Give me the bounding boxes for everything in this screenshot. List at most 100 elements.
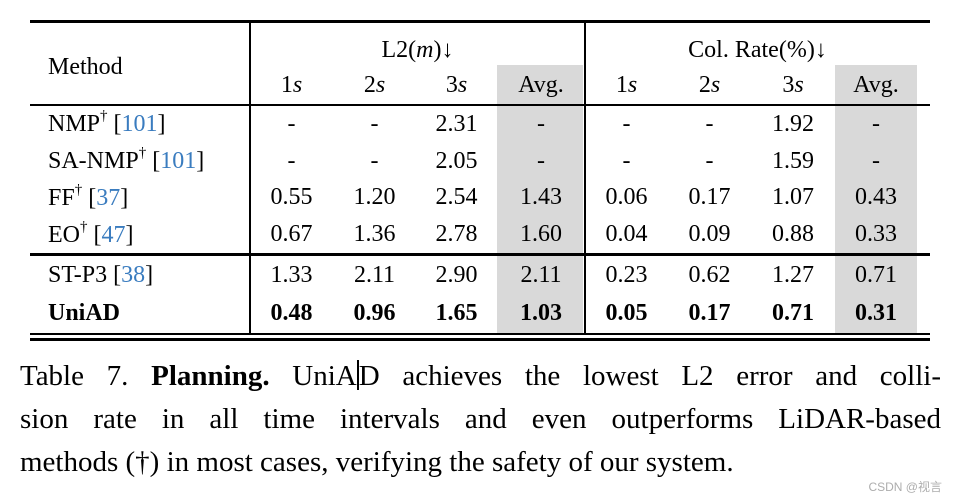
value-cell: 0.55 xyxy=(270,184,313,211)
value-cell: 0.48 xyxy=(270,300,313,327)
caption-text: UniA xyxy=(269,360,357,392)
value-cell: 1.33 xyxy=(270,261,313,288)
caption-line-3: methods (†) in most cases, verifying the… xyxy=(20,446,734,478)
table-row: ST-P3 [38] 1.33 2.11 2.90 2.11 0.23 0.62 1.27 0.… xyxy=(30,259,930,292)
value-cell: - xyxy=(287,110,296,137)
method-cell: ST-P3 [38] xyxy=(48,261,154,288)
value-cell: 0.43 xyxy=(855,184,897,211)
column-header: 2s xyxy=(698,72,721,98)
value-cell: 0.06 xyxy=(605,184,648,211)
value-cell: - xyxy=(705,110,714,137)
citation-link[interactable]: 37 xyxy=(96,184,121,211)
value-cell: 1.03 xyxy=(520,300,562,327)
method-cell: EO† [47] xyxy=(48,218,134,248)
table-row: NMP† [101] - - 2.31 - - - 1.92 - xyxy=(30,108,930,141)
avg-column-highlight xyxy=(497,65,583,104)
group-header-arrow: )↓ xyxy=(433,37,454,63)
value-cell: 2.31 xyxy=(435,110,478,137)
table-section-baselines: NMP† [101] - - 2.31 - - - 1.92 - SA-NMP† [101] - - 2… xyxy=(30,106,930,253)
value-cell: - xyxy=(370,110,379,137)
value-cell: - xyxy=(622,110,631,137)
dagger-marker: † xyxy=(100,108,108,125)
method-column-header: Method xyxy=(48,54,123,80)
table-rule-top xyxy=(30,20,930,23)
dagger-marker: † xyxy=(80,218,88,235)
value-cell: - xyxy=(537,110,545,137)
group-header-text: Col. Rate(%) xyxy=(688,37,815,63)
value-cell: 1.60 xyxy=(520,221,562,248)
value-cell: 0.31 xyxy=(855,300,897,327)
value-cell: 0.71 xyxy=(855,261,897,288)
column-header: 1s xyxy=(615,72,638,98)
value-cell: 0.71 xyxy=(772,300,814,327)
column-header: 1s xyxy=(280,72,303,98)
table-row: SA-NMP† [101] - - 2.05 - - - 1.59 - xyxy=(30,145,930,178)
table-rule-section xyxy=(30,253,930,256)
method-cell: FF† [37] xyxy=(48,181,129,211)
avg-column-highlight xyxy=(497,256,583,333)
avg-column-highlight xyxy=(497,106,583,253)
value-cell: 0.23 xyxy=(605,261,648,288)
table-section-ours: ST-P3 [38] 1.33 2.11 2.90 2.11 0.23 0.62 1.27 0.… xyxy=(30,256,930,333)
value-cell: 1.65 xyxy=(435,300,478,327)
planning-results-table: Method L2(m)↓ Col. Rate(%)↓ 1s 2s 3s Avg. 1s… xyxy=(30,20,930,342)
value-cell: 1.27 xyxy=(772,261,814,288)
value-cell: 2.90 xyxy=(435,261,478,288)
table-rule-bottom-1 xyxy=(30,333,930,335)
dagger-marker: † xyxy=(74,181,83,198)
caption-bold-text: Planning. xyxy=(151,360,270,392)
value-cell: 1.92 xyxy=(772,110,814,137)
table-row: UniAD 0.48 0.96 1.65 1.03 0.05 0.17 0.71 0.31 xyxy=(30,297,930,330)
column-header: 3s xyxy=(782,72,804,98)
caption-line-2: sion rate in all time intervals and even… xyxy=(20,403,941,435)
caption-line-1: Table 7. Planning. UniAD achieves the lo… xyxy=(20,355,941,398)
citation-link[interactable]: 47 xyxy=(101,221,126,248)
method-name: FF xyxy=(48,184,75,211)
citation-link[interactable]: 38 xyxy=(121,261,146,288)
citation-link[interactable]: 101 xyxy=(160,148,197,175)
table-rule-bottom-2 xyxy=(30,338,930,341)
value-cell: - xyxy=(705,147,714,174)
value-cell: 0.17 xyxy=(688,300,731,327)
method-cell: SA-NMP† [101] xyxy=(48,145,205,175)
caption-text: D achieves the lowest L2 error and colli… xyxy=(358,360,941,392)
table-caption: Table 7. Planning. UniAD achieves the lo… xyxy=(20,355,941,484)
value-cell: 0.88 xyxy=(772,221,814,248)
value-cell: - xyxy=(370,147,379,174)
value-cell: 2.78 xyxy=(435,221,478,248)
csdn-watermark: CSDN @视言 xyxy=(868,480,942,494)
caption-text: Table 7. xyxy=(20,360,152,392)
col-rate-group-header: Col. Rate(%)↓ xyxy=(585,36,930,64)
value-cell: 0.33 xyxy=(855,221,897,248)
value-cell: 1.59 xyxy=(772,147,814,174)
column-header: Avg. xyxy=(518,72,564,98)
avg-column-highlight xyxy=(835,256,917,333)
column-separator xyxy=(249,23,251,333)
method-name: SA-NMP xyxy=(48,148,139,175)
value-cell: - xyxy=(537,147,545,174)
method-name: NMP xyxy=(48,111,101,138)
value-cell: 2.11 xyxy=(353,261,396,288)
value-cell: 1.43 xyxy=(520,184,562,211)
group-header-text: L2( xyxy=(381,37,417,63)
value-cell: - xyxy=(622,147,631,174)
value-cell: - xyxy=(287,147,296,174)
avg-column-highlight xyxy=(835,106,917,253)
value-cell: 0.04 xyxy=(605,221,648,248)
value-cell: - xyxy=(872,147,880,174)
value-cell: 1.20 xyxy=(353,184,396,211)
value-cell: 1.36 xyxy=(353,221,396,248)
method-name: ST-P3 xyxy=(48,261,108,288)
avg-column-highlight xyxy=(835,65,917,104)
l2-group-header: L2(m)↓ xyxy=(250,36,585,64)
dagger-marker: † xyxy=(138,145,147,162)
table-row: FF† [37] 0.55 1.20 2.54 1.43 0.06 0.17 1.07 0.43 xyxy=(30,181,930,214)
method-name: EO xyxy=(48,221,80,248)
method-name: UniAD xyxy=(48,300,121,327)
group-header-arrow: ↓ xyxy=(814,37,827,63)
value-cell: 2.05 xyxy=(435,147,478,174)
value-cell: 2.54 xyxy=(435,184,478,211)
value-cell: 1.07 xyxy=(772,184,814,211)
citation-link[interactable]: 101 xyxy=(121,111,158,138)
